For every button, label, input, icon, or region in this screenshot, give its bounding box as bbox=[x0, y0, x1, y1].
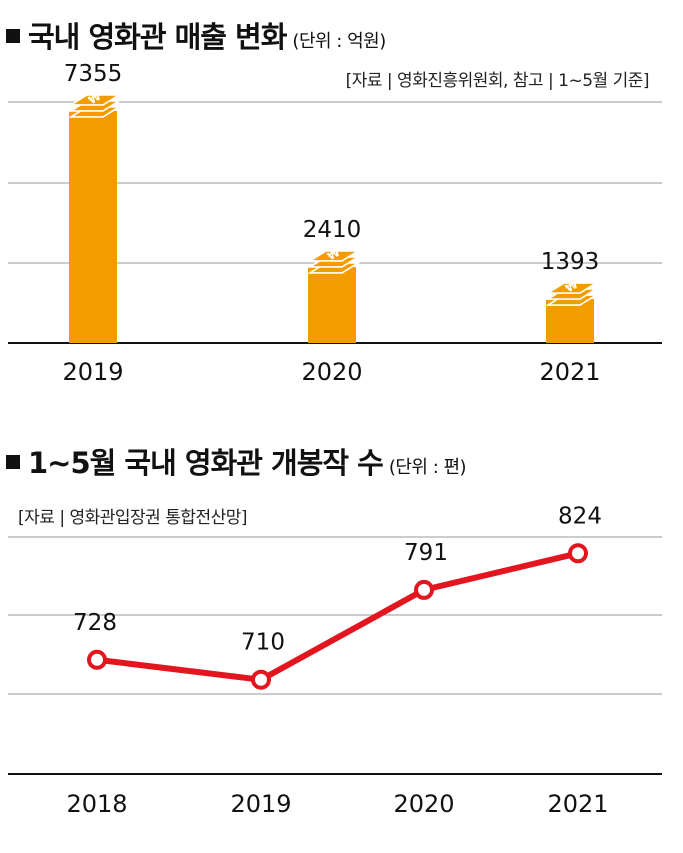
x-tick-label: 2019 bbox=[62, 358, 123, 386]
svg-text:₩: ₩ bbox=[563, 278, 580, 295]
money-stack-icon: ₩ bbox=[68, 90, 122, 118]
x-tick-label: 2019 bbox=[230, 790, 291, 818]
data-label: 824 bbox=[558, 503, 602, 529]
data-label: 728 bbox=[73, 610, 117, 636]
x-tick-label: 2018 bbox=[66, 790, 127, 818]
x-tick-label: 2020 bbox=[301, 358, 362, 386]
bullet-square-icon bbox=[6, 455, 20, 469]
chart2-title: 1~5월 국내 영화관 개봉작 수 (단위 : 편) bbox=[6, 440, 467, 482]
data-point bbox=[568, 543, 588, 564]
bar bbox=[546, 299, 594, 343]
x-tick-label: 2020 bbox=[393, 790, 454, 818]
data-label: 791 bbox=[404, 540, 448, 566]
svg-text:₩: ₩ bbox=[325, 246, 342, 263]
svg-text:₩: ₩ bbox=[86, 90, 103, 107]
chart2-unit: (단위 : 편) bbox=[388, 457, 467, 478]
data-point bbox=[414, 579, 434, 600]
money-stack-icon: ₩ bbox=[307, 246, 361, 274]
chart1-source: [자료 | 영화진흥위원회, 참고 | 1~5월 기준] bbox=[345, 71, 650, 91]
x-tick-label: 2021 bbox=[539, 358, 600, 386]
bullet-square-icon bbox=[6, 29, 20, 43]
data-label: 2410 bbox=[303, 217, 362, 243]
chart1-unit: (단위 : 억원) bbox=[292, 31, 386, 52]
data-label: 710 bbox=[241, 630, 285, 656]
bar bbox=[69, 110, 117, 343]
data-label: 7355 bbox=[64, 61, 123, 87]
money-stack-icon: ₩ bbox=[545, 278, 599, 306]
bar-chart: ₩7355 2019 ₩2410 2020 ₩1393 2021 bbox=[8, 61, 662, 386]
series-line bbox=[96, 550, 579, 683]
bar bbox=[308, 266, 356, 343]
data-label: 1393 bbox=[541, 249, 600, 275]
data-point bbox=[251, 669, 271, 690]
x-tick-label: 2021 bbox=[547, 790, 608, 818]
chart1-title: 국내 영화관 매출 변화 (단위 : 억원) bbox=[6, 14, 386, 56]
chart2-source: [자료 | 영화관입장권 통합전산망] bbox=[18, 508, 248, 528]
data-point bbox=[87, 649, 107, 670]
